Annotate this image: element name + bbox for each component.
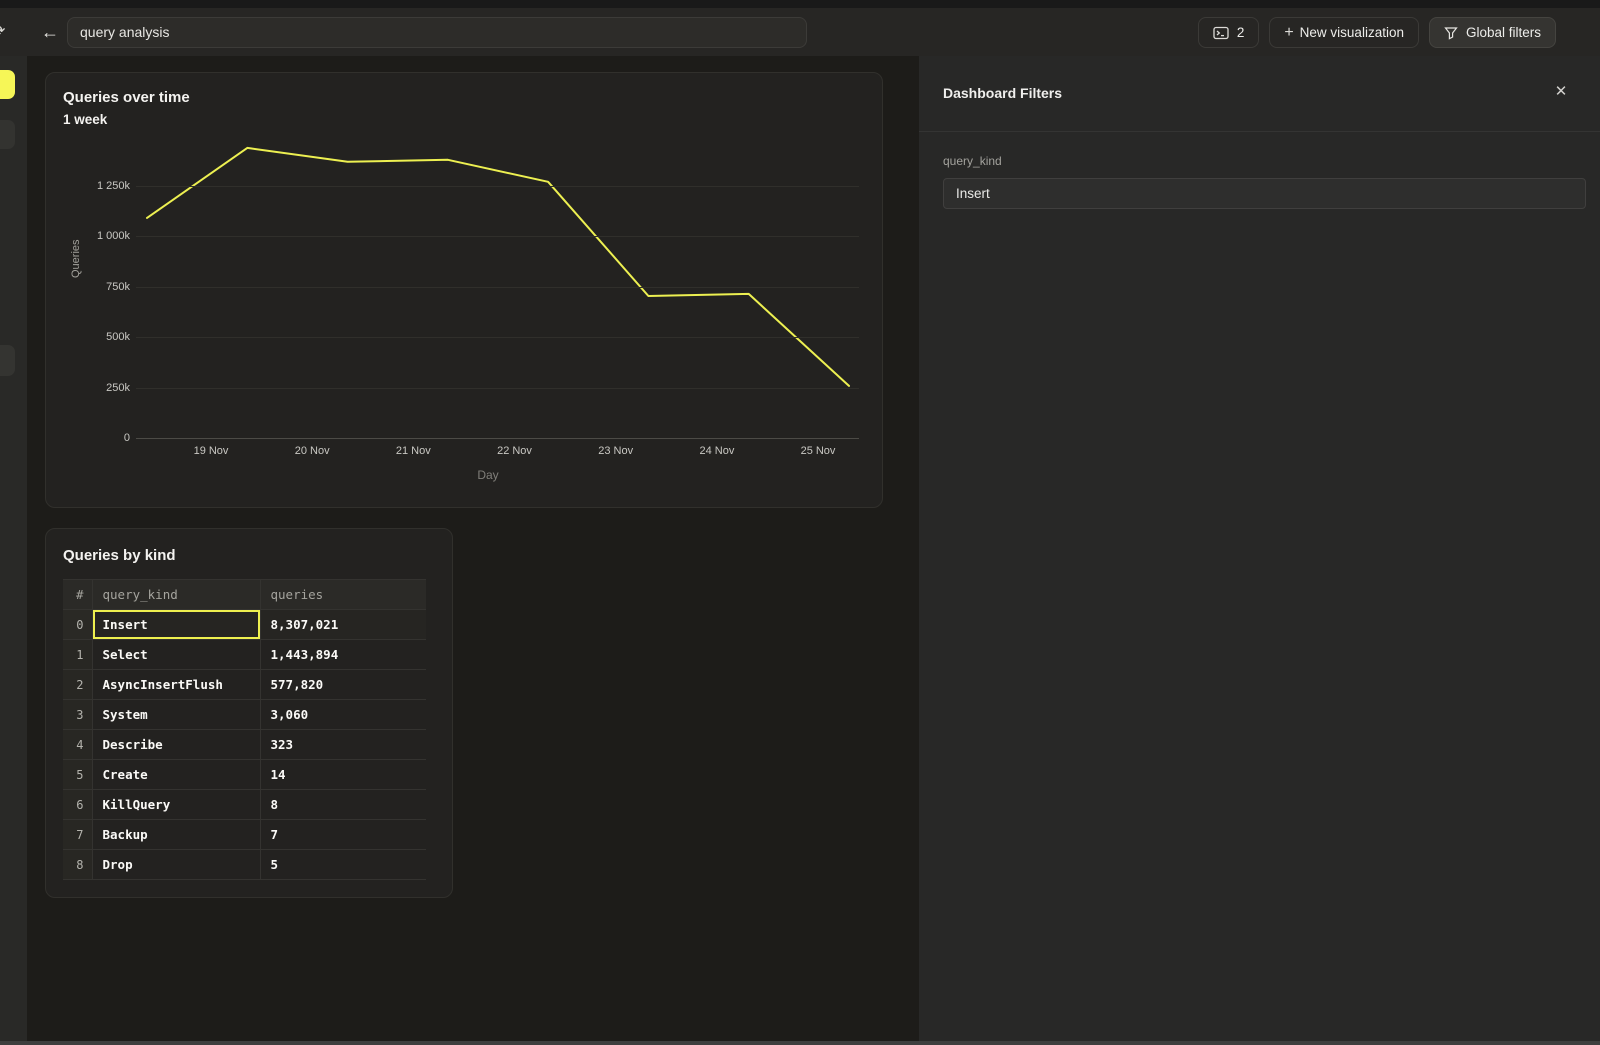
row-index-cell: 2 [63,670,92,700]
dashboard-app: ⟳ ← query analysis 2 + New visualization [0,0,1600,1045]
table-row: 4Describe323 [63,730,426,760]
top-bar: ⟳ ← query analysis 2 + New visualization [0,8,1600,56]
top-bar-actions: 2 + New visualization Global filters [1198,17,1556,48]
nav-item-tertiary[interactable] [0,345,15,376]
y-axis-tick-label: 1 250k [97,180,130,192]
console-count-button[interactable]: 2 [1198,17,1260,48]
row-index-cell: 1 [63,640,92,670]
query-kind-cell[interactable]: Drop [92,850,260,880]
x-axis-tick-label: 20 Nov [295,445,330,457]
queries-line-path [147,148,849,386]
table-row: 0Insert8,307,021 [63,610,426,640]
query-kind-cell[interactable]: System [92,700,260,730]
dashboard-canvas: Queries over time 1 week Queries 1 250k1… [27,56,919,1041]
left-nav-rail [0,56,27,1041]
queries-value-cell[interactable]: 8,307,021 [260,610,426,640]
queries-table-body: 0Insert8,307,0211Select1,443,8942AsyncIn… [63,610,426,880]
x-axis-tick-label: 19 Nov [194,445,229,457]
nav-item-dashboards[interactable] [0,70,15,99]
window-bottom-strip [0,1041,1600,1045]
row-index-cell: 3 [63,700,92,730]
refresh-icon[interactable]: ⟳ [0,22,12,42]
gridline [136,337,859,338]
terminal-icon [1213,26,1229,40]
queries-over-time-card: Queries over time 1 week Queries 1 250k1… [45,72,883,508]
close-icon[interactable]: ✕ [1549,80,1573,104]
x-axis-title: Day [477,468,498,482]
table-row: 7Backup7 [63,820,426,850]
x-axis-tick-label: 21 Nov [396,445,431,457]
new-visualization-button[interactable]: + New visualization [1269,17,1419,48]
column-header-queries: queries [260,580,426,610]
table-row: 3System3,060 [63,700,426,730]
queries-value-cell[interactable]: 3,060 [260,700,426,730]
chart-title: Queries over time [63,89,190,106]
column-header-index: # [63,580,92,610]
gridline [136,287,859,288]
query-kind-cell[interactable]: AsyncInsertFlush [92,670,260,700]
query-kind-cell[interactable]: Backup [92,820,260,850]
dashboard-filters-panel: Dashboard Filters ✕ query_kind Insert [919,56,1600,1041]
panel-divider [919,131,1600,132]
back-button[interactable]: ← [38,21,62,43]
queries-value-cell[interactable]: 1,443,894 [260,640,426,670]
query-kind-filter-input[interactable]: Insert [943,178,1586,209]
queries-table: # query_kind queries 0Insert8,307,0211Se… [63,579,426,880]
x-axis-tick-label: 23 Nov [598,445,633,457]
query-kind-cell[interactable]: KillQuery [92,790,260,820]
y-axis-tick-label: 750k [106,281,130,293]
table-row: 2AsyncInsertFlush577,820 [63,670,426,700]
gridline [136,236,859,237]
plus-icon: + [1284,24,1293,42]
column-header-query-kind: query_kind [92,580,260,610]
queries-value-cell[interactable]: 323 [260,730,426,760]
filters-panel-title: Dashboard Filters [943,85,1062,101]
nav-item-secondary[interactable] [0,120,15,149]
row-index-cell: 8 [63,850,92,880]
y-axis-tick-label: 250k [106,382,130,394]
global-filters-button[interactable]: Global filters [1429,17,1556,48]
queries-value-cell[interactable]: 14 [260,760,426,790]
table-row: 6KillQuery8 [63,790,426,820]
row-index-cell: 4 [63,730,92,760]
query-kind-cell[interactable]: Create [92,760,260,790]
funnel-icon [1444,26,1458,40]
global-filters-label: Global filters [1466,25,1541,40]
x-ticks: 19 Nov 20 Nov 21 Nov 22 Nov 23 Nov 24 Nov 25 N… [136,445,859,461]
query-kind-cell[interactable]: Select [92,640,260,670]
queries-value-cell[interactable]: 577,820 [260,670,426,700]
row-index-cell: 6 [63,790,92,820]
query-kind-cell[interactable]: Describe [92,730,260,760]
y-ticks: 1 250k1 000k750k500k250k0 [60,141,130,438]
queries-by-kind-card: Queries by kind # query_kind queries 0In… [45,528,453,898]
gridline [136,388,859,389]
table-header-row: # query_kind queries [63,580,426,610]
plot-area [136,141,859,438]
row-index-cell: 7 [63,820,92,850]
x-axis-line [136,438,859,439]
console-count-label: 2 [1237,25,1245,40]
query-kind-cell[interactable]: Insert [92,610,260,640]
queries-value-cell[interactable]: 8 [260,790,426,820]
window-top-strip [0,0,1600,8]
row-index-cell: 5 [63,760,92,790]
table-row: 1Select1,443,894 [63,640,426,670]
table-row: 5Create14 [63,760,426,790]
dashboard-title-input[interactable]: query analysis [67,17,807,48]
queries-value-cell[interactable]: 7 [260,820,426,850]
chart-subtitle: 1 week [63,112,107,127]
y-axis-tick-label: 0 [124,432,130,444]
x-axis-tick-label: 22 Nov [497,445,532,457]
y-axis-tick-label: 1 000k [97,230,130,242]
new-visualization-label: New visualization [1300,25,1404,40]
gridline [136,186,859,187]
table-title: Queries by kind [63,547,176,564]
x-axis-tick-label: 24 Nov [699,445,734,457]
queries-value-cell[interactable]: 5 [260,850,426,880]
filter-field-label: query_kind [943,154,1002,168]
table-row: 8Drop5 [63,850,426,880]
row-index-cell: 0 [63,610,92,640]
y-axis-tick-label: 500k [106,331,130,343]
x-axis-tick-label: 25 Nov [801,445,836,457]
